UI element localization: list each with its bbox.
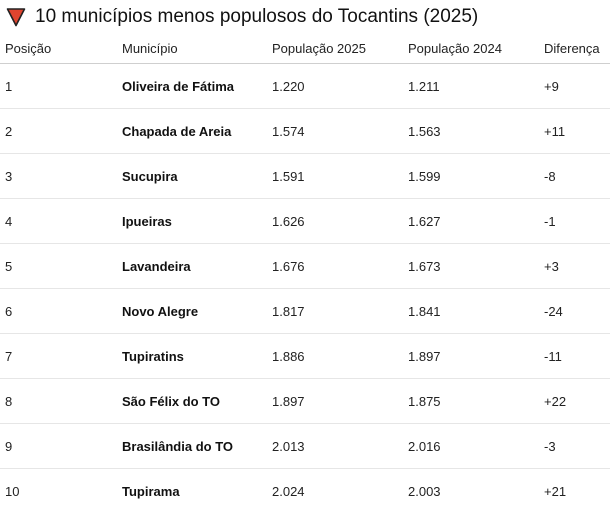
- cell-municipality: Brasilândia do TO: [122, 424, 272, 469]
- cell-difference: +22: [544, 379, 610, 424]
- table-row: 10 Tupirama 2.024 2.003 +21: [0, 469, 610, 513]
- cell-population-2025: 1.574: [272, 109, 408, 154]
- cell-population-2025: 1.817: [272, 289, 408, 334]
- cell-municipality: Lavandeira: [122, 244, 272, 289]
- cell-position: 6: [0, 289, 122, 334]
- cell-municipality: Oliveira de Fátima: [122, 64, 272, 109]
- cell-difference: +21: [544, 469, 610, 513]
- cell-population-2024: 2.003: [408, 469, 544, 513]
- cell-position: 2: [0, 109, 122, 154]
- cell-position: 5: [0, 244, 122, 289]
- table-row: 6 Novo Alegre 1.817 1.841 -24: [0, 289, 610, 334]
- cell-population-2025: 2.024: [272, 469, 408, 513]
- cell-difference: -3: [544, 424, 610, 469]
- cell-difference: -24: [544, 289, 610, 334]
- cell-municipality: Tupirama: [122, 469, 272, 513]
- table-row: 4 Ipueiras 1.626 1.627 -1: [0, 199, 610, 244]
- cell-population-2024: 1.627: [408, 199, 544, 244]
- cell-population-2024: 1.673: [408, 244, 544, 289]
- cell-position: 3: [0, 154, 122, 199]
- cell-municipality: Tupiratins: [122, 334, 272, 379]
- cell-population-2024: 1.599: [408, 154, 544, 199]
- cell-position: 8: [0, 379, 122, 424]
- page-title-bar: 10 municípios menos populosos do Tocanti…: [6, 4, 478, 30]
- cell-municipality: Chapada de Areia: [122, 109, 272, 154]
- cell-population-2025: 1.897: [272, 379, 408, 424]
- cell-population-2024: 1.563: [408, 109, 544, 154]
- cell-difference: -11: [544, 334, 610, 379]
- cell-population-2025: 1.220: [272, 64, 408, 109]
- cell-population-2024: 1.875: [408, 379, 544, 424]
- table-header-row: Posição Município População 2025 Populaç…: [0, 33, 610, 64]
- cell-position: 9: [0, 424, 122, 469]
- header-population-2025: População 2025: [272, 33, 408, 64]
- cell-population-2025: 1.591: [272, 154, 408, 199]
- cell-municipality: Ipueiras: [122, 199, 272, 244]
- cell-population-2025: 1.676: [272, 244, 408, 289]
- cell-municipality: Sucupira: [122, 154, 272, 199]
- table-row: 5 Lavandeira 1.676 1.673 +3: [0, 244, 610, 289]
- cell-municipality: Novo Alegre: [122, 289, 272, 334]
- cell-population-2024: 2.016: [408, 424, 544, 469]
- cell-position: 10: [0, 469, 122, 513]
- table-row: 9 Brasilândia do TO 2.013 2.016 -3: [0, 424, 610, 469]
- cell-difference: +11: [544, 109, 610, 154]
- table-row: 7 Tupiratins 1.886 1.897 -11: [0, 334, 610, 379]
- table-row: 3 Sucupira 1.591 1.599 -8: [0, 154, 610, 199]
- table-row: 2 Chapada de Areia 1.574 1.563 +11: [0, 109, 610, 154]
- header-difference: Diferença: [544, 33, 610, 64]
- cell-difference: -8: [544, 154, 610, 199]
- table-row: 1 Oliveira de Fátima 1.220 1.211 +9: [0, 64, 610, 109]
- page-title: 10 municípios menos populosos do Tocanti…: [35, 6, 478, 28]
- header-position: Posição: [0, 33, 122, 64]
- header-municipality: Município: [122, 33, 272, 64]
- cell-population-2024: 1.897: [408, 334, 544, 379]
- cell-municipality: São Félix do TO: [122, 379, 272, 424]
- cell-population-2025: 2.013: [272, 424, 408, 469]
- cell-population-2024: 1.211: [408, 64, 544, 109]
- cell-difference: +9: [544, 64, 610, 109]
- cell-position: 4: [0, 199, 122, 244]
- municipalities-table: Posição Município População 2025 Populaç…: [0, 33, 610, 513]
- down-triangle-icon: [6, 7, 26, 27]
- cell-position: 1: [0, 64, 122, 109]
- cell-difference: +3: [544, 244, 610, 289]
- table-row: 8 São Félix do TO 1.897 1.875 +22: [0, 379, 610, 424]
- cell-population-2025: 1.626: [272, 199, 408, 244]
- header-population-2024: População 2024: [408, 33, 544, 64]
- cell-population-2025: 1.886: [272, 334, 408, 379]
- cell-position: 7: [0, 334, 122, 379]
- cell-population-2024: 1.841: [408, 289, 544, 334]
- cell-difference: -1: [544, 199, 610, 244]
